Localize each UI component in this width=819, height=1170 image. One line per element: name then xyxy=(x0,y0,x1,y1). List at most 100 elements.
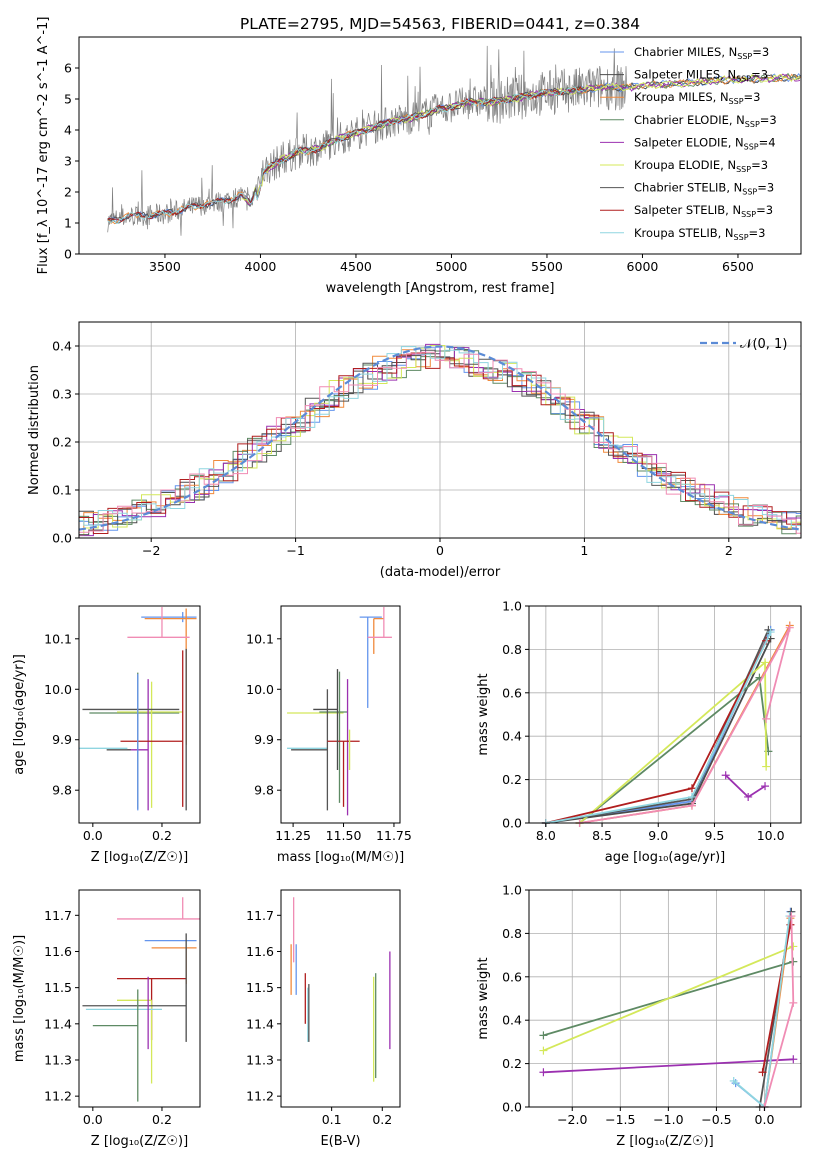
x-tick-label: 0.0 xyxy=(83,1112,103,1127)
histogram-kroupa-elodie xyxy=(79,345,801,536)
x-tick-label: 2 xyxy=(725,543,733,558)
legend-entry: Salpeter ELODIE, NSSP=4 xyxy=(634,135,776,151)
y-tick-label: 0.4 xyxy=(502,729,522,744)
marker-plus xyxy=(539,1031,548,1040)
series-line xyxy=(725,774,766,799)
y-tick-label: 0.4 xyxy=(52,339,72,354)
legend-entry: Kroupa ELODIE, NSSP=3 xyxy=(634,158,768,174)
x-tick-label: 0.2 xyxy=(372,1112,392,1127)
y-tick-label: 1 xyxy=(64,216,72,231)
series-line xyxy=(543,1058,794,1074)
axes-mass-vs-EBV: 0.1 0.2 11.2 11.3 11.4 11.5 11.6 11.7 E(B-V) xyxy=(246,889,401,1149)
y-axis-label: mass [log₁₀(M/M☉)] xyxy=(12,935,27,1062)
y-tick-label: 3 xyxy=(64,154,72,169)
axes-age-vs-Z: 0.0 0.2 9.8 9.9 10.0 10.1 Z [log₁₀(Z/Z☉)] age [… xyxy=(12,605,201,865)
errorbars xyxy=(82,897,200,1102)
axes-frame xyxy=(280,605,401,824)
x-axis-label: mass [log₁₀(M/M☉)] xyxy=(277,850,404,865)
y-tick-label: 11.4 xyxy=(246,1016,274,1031)
marker-plus xyxy=(789,1055,798,1064)
histogram-kroupa-stelib xyxy=(79,346,801,526)
y-tick-label: 9.9 xyxy=(52,732,72,747)
y-tick-label: 10.1 xyxy=(246,631,274,646)
marker-plus xyxy=(539,1046,548,1055)
x-tick-label: 6500 xyxy=(722,259,754,274)
marker-plus xyxy=(766,628,775,637)
x-axis-label: E(B-V) xyxy=(320,1134,360,1149)
series-line xyxy=(579,627,791,824)
y-tick-label: 0.0 xyxy=(502,816,522,831)
axes-age-vs-mass: 11.25 11.50 11.75 9.8 9.9 10.0 10.1 mass [log₁₀… xyxy=(246,605,412,865)
histograms xyxy=(79,343,801,537)
y-tick-label: 11.7 xyxy=(246,908,274,923)
model-kroupa-stelib xyxy=(107,86,585,225)
legend-entry: Salpeter MILES, NSSP=3 xyxy=(634,68,768,84)
histogram-pink xyxy=(79,351,801,534)
x-tick-label: −1 xyxy=(286,543,304,558)
x-tick-label: 5500 xyxy=(531,259,563,274)
legend: Chabrier MILES, NSSP=3 Salpeter MILES, NS… xyxy=(600,45,777,242)
x-tick-label: 10.0 xyxy=(757,828,785,843)
marker-plus xyxy=(687,784,696,793)
y-tick-label: 10.0 xyxy=(246,682,274,697)
marker-plus xyxy=(785,623,794,632)
marker-plus xyxy=(789,942,798,951)
marker-plus xyxy=(744,792,753,801)
marker-plus xyxy=(761,658,770,667)
y-tick-label: 1.0 xyxy=(502,599,522,614)
x-tick-label: 8.0 xyxy=(536,828,556,843)
histogram-salpeter-stelib xyxy=(79,352,801,534)
axes-frame xyxy=(528,605,802,824)
x-tick-label: 4000 xyxy=(245,259,277,274)
marker-plus xyxy=(789,998,798,1007)
y-tick-label: 11.5 xyxy=(246,980,274,995)
x-tick-label: −2.0 xyxy=(557,1112,587,1127)
x-tick-label: 11.75 xyxy=(376,828,412,843)
axes-residuals: −2 −1 0 1 2 0.0 0.1 0.2 0.3 0.4 (data-model)/error… xyxy=(27,321,802,580)
y-axis-label: age [log₁₀(age/yr)] xyxy=(12,654,27,775)
y-tick-label: 10.0 xyxy=(44,682,72,697)
marker-plus xyxy=(761,782,770,791)
legend-entry: Chabrier STELIB, NSSP=3 xyxy=(634,181,774,197)
x-tick-label: 0.2 xyxy=(152,828,172,843)
legend-entry: Chabrier MILES, NSSP=3 xyxy=(634,45,769,61)
y-tick-label: 0.2 xyxy=(502,772,522,787)
histogram-chabrier-stelib xyxy=(79,349,801,536)
x-tick-label: 6000 xyxy=(627,259,659,274)
marker-plus xyxy=(687,801,696,810)
marker-plus xyxy=(539,1068,548,1077)
y-tick-label: 0.1 xyxy=(52,483,72,498)
x-axis-label: wavelength [Angstrom, rest frame] xyxy=(326,281,555,296)
y-tick-label: 0.2 xyxy=(52,435,72,450)
x-axis-label: Z [log₁₀(Z/Z☉)] xyxy=(91,1134,188,1149)
marker-plus xyxy=(721,771,730,780)
y-tick-label: 11.7 xyxy=(44,908,72,923)
marker-plus xyxy=(729,1076,738,1085)
y-tick-label: 11.2 xyxy=(246,1089,274,1104)
y-tick-label: 11.3 xyxy=(246,1052,274,1067)
axes-frame xyxy=(280,889,401,1108)
y-tick-label: 0.6 xyxy=(502,969,522,984)
x-tick-label: 0 xyxy=(436,543,444,558)
y-tick-label: 11.6 xyxy=(246,944,274,959)
marker-plus xyxy=(687,792,696,801)
x-tick-label: 5000 xyxy=(436,259,468,274)
y-tick-label: 5 xyxy=(64,92,72,107)
y-tick-label: 0.8 xyxy=(502,642,522,657)
axes-frame xyxy=(78,36,802,255)
y-axis-label: Normed distribution xyxy=(27,365,42,495)
y-tick-label: 0.0 xyxy=(502,1100,522,1115)
axes-frame xyxy=(78,889,201,1108)
x-tick-label: 0.2 xyxy=(152,1112,172,1127)
y-tick-label: 11.5 xyxy=(44,980,72,995)
model-salpeter-stelib xyxy=(107,86,584,223)
errorbars xyxy=(287,607,392,816)
normal-curve xyxy=(79,345,801,531)
x-tick-label: 0.0 xyxy=(83,828,103,843)
errorbars xyxy=(79,607,197,811)
x-tick-label: 8.5 xyxy=(592,828,612,843)
y-tick-label: 11.2 xyxy=(44,1089,72,1104)
y-tick-label: 0.3 xyxy=(52,387,72,402)
axes-weight-vs-age: 8.0 8.5 9.0 9.5 10.0 0.0 0.2 0.4 0.6 0.8 1.0 age [l… xyxy=(476,599,802,865)
